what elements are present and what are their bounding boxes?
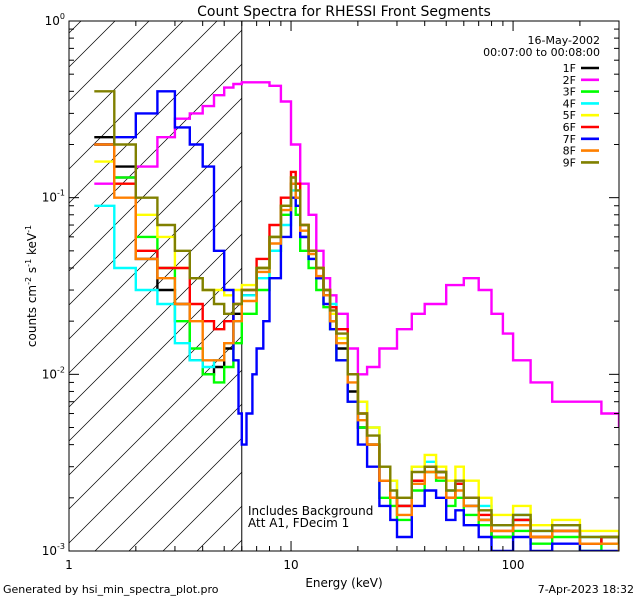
- hatch-line: [605, 21, 640, 551]
- y-tick-base: 10: [45, 14, 60, 28]
- x-tick-label: 10: [283, 558, 298, 572]
- series-9F-line: [94, 90, 619, 544]
- hatch-line: [571, 21, 640, 551]
- y-label-exp3: -1: [24, 225, 33, 233]
- x-tick-label: 100: [502, 558, 525, 572]
- legend-label-1F: 1F: [563, 62, 576, 75]
- hatch-line: [69, 63, 242, 238]
- series-2F-line: [94, 81, 619, 428]
- legend-label-6F: 6F: [563, 121, 576, 134]
- hatch-line: [69, 21, 184, 136]
- hatch-line: [0, 21, 13, 551]
- hatch-line: [435, 21, 640, 551]
- y-label-base: counts cm: [25, 285, 39, 347]
- hatch-line: [69, 165, 242, 340]
- series-7F-line: [94, 90, 619, 551]
- chart-title: Count Spectra for RHESSI Front Segments: [197, 4, 491, 20]
- x-tick-labels: 1 10 100: [65, 558, 524, 572]
- hatch-line: [69, 97, 242, 272]
- legend-label-7F: 7F: [563, 133, 576, 146]
- info-date: 16-May-2002: [528, 34, 600, 47]
- series-lines: [94, 81, 619, 551]
- y-tick-label: 10-1: [42, 189, 65, 205]
- legend-label-2F: 2F: [563, 74, 576, 87]
- series-4F-line: [94, 189, 619, 544]
- hatch-line: [299, 21, 640, 551]
- hatch-line: [94, 403, 242, 551]
- y-tick-exp: -2: [57, 365, 65, 374]
- y-tick-base: 10: [42, 367, 57, 381]
- y-label-exp2: -1: [24, 259, 33, 267]
- hatch-line: [69, 233, 242, 408]
- hatch-line: [367, 21, 640, 551]
- annotation-background: Includes Background: [248, 504, 373, 518]
- y-tick-label: 10-2: [42, 365, 65, 381]
- legend-label-9F: 9F: [563, 156, 576, 169]
- hatch-line: [128, 437, 242, 551]
- hatch-line: [469, 21, 640, 551]
- series-6F-line: [94, 143, 619, 545]
- legend-label-3F: 3F: [563, 86, 576, 99]
- legend-label-8F: 8F: [563, 145, 576, 158]
- annotation-attenuator: Att A1, FDecim 1: [248, 516, 349, 530]
- y-tick-exp: -1: [57, 189, 65, 198]
- footer-timestamp: 7-Apr-2023 18:32: [537, 583, 634, 596]
- hatch-line: [69, 335, 242, 510]
- hatch-line: [69, 21, 218, 170]
- hatch-region: [0, 21, 640, 551]
- hatch-line: [69, 29, 242, 204]
- x-axis-label: Energy (keV): [305, 576, 382, 590]
- x-tick-label: 1: [65, 558, 73, 572]
- footer-generator: Generated by hsi_min_spectra_plot.pro: [3, 583, 219, 596]
- hatch-line: [69, 199, 242, 374]
- hatch-line: [69, 21, 116, 68]
- y-tick-exp: 0: [60, 12, 65, 21]
- hatch-line: [0, 21, 47, 551]
- hatch-line: [69, 21, 150, 102]
- plot-frame: [68, 20, 620, 552]
- hatch-line: [69, 369, 242, 544]
- legend-label-5F: 5F: [563, 109, 576, 122]
- series-1F-line: [94, 136, 619, 545]
- axis-ticks: [68, 20, 620, 552]
- hatch-line: [69, 301, 242, 476]
- y-tick-label: 100: [45, 12, 65, 28]
- y-tick-base: 10: [42, 544, 57, 558]
- y-label-mid: s: [25, 267, 39, 277]
- legend-label-4F: 4F: [563, 97, 576, 110]
- hatch-line: [537, 21, 640, 551]
- info-time-range: 00:07:00 to 00:08:00: [483, 46, 600, 59]
- y-tick-label: 10-3: [42, 542, 65, 558]
- y-tick-base: 10: [42, 191, 57, 205]
- y-label-end: keV: [25, 232, 39, 259]
- hatch-line: [69, 131, 242, 306]
- y-label-exp1: -2: [24, 277, 33, 285]
- y-tick-exp: -3: [57, 542, 65, 551]
- y-axis-label: counts cm-2 s-1 keV-1: [24, 225, 39, 347]
